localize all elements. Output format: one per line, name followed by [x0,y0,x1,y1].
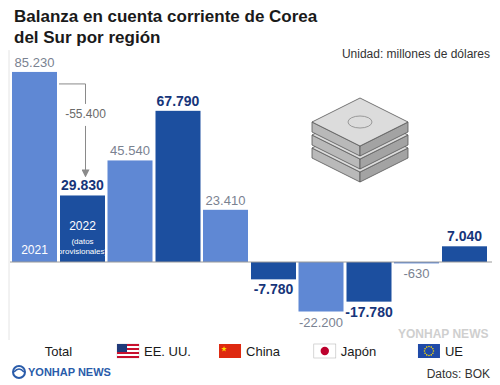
data-label: 45.540 [110,143,150,158]
page: {"chart_data": { "type": "bar", "title":… [0,0,500,385]
value-axis-line [9,50,10,340]
category-label: China [246,344,281,359]
data-label: 67.790 [157,93,200,109]
bar [299,262,344,312]
flag-bg [219,344,241,358]
money-top [312,98,408,146]
data-label: 85.230 [15,55,55,70]
data-label: -7.780 [254,281,294,297]
flag-canton [117,344,127,352]
title: Balanza en cuenta corriente de Corea del … [14,7,318,47]
flag-star [430,346,432,348]
brand: YONHAP NEWS [28,366,111,378]
category-label: UE [445,344,463,359]
bar [156,111,201,262]
category: UE [418,344,463,359]
category-label: EE. UU. [144,344,191,359]
flag-star [426,346,428,348]
zero-baseline [10,262,492,263]
category: China [219,344,281,359]
legend-label: (datos [71,237,93,246]
flag-stripe [117,352,139,354]
flag-star [424,350,426,352]
annotation-arrow [85,126,86,174]
flag-star [428,346,430,348]
bar [442,246,487,262]
annotation-line [59,84,86,104]
category-label: Japón [341,344,376,359]
legend-label: provisionales) [58,247,108,256]
data-label: -17.780 [345,304,393,320]
bar [347,262,392,302]
annotation: -55.400 [65,107,106,121]
bar [108,160,153,262]
flag-star [426,354,428,356]
data-label: 29.830 [61,177,104,193]
title-line: Balanza en cuenta corriente de Corea [14,7,318,26]
money-seal [348,116,372,128]
flag-star [424,352,426,354]
flag-star [430,354,432,356]
flag-star [428,355,430,357]
category-label: Total [45,344,73,359]
legend-label: 2022 [69,219,96,233]
bar [203,210,248,262]
category: Total [45,344,73,359]
flag-star [221,346,227,351]
flag-stripe [117,356,139,358]
chart-svg: Balanza en cuenta corriente de Corea del … [0,0,500,385]
category: Japón [314,344,376,359]
data-label: -22.200 [299,315,343,330]
watermark: YONHAP NEWS [398,327,488,341]
flag-disc [321,347,329,355]
brand-icon [13,366,25,378]
legend-label: 2021 [21,243,48,257]
unit-label: Unidad: millones de dólares [342,47,490,61]
flag-star [432,348,434,350]
flag-star [424,348,426,350]
data-label: 7.040 [447,228,482,244]
data-label: 23.410 [206,193,246,208]
flag-bg [314,344,336,358]
title-line: del Sur por región [14,28,160,47]
category: EE. UU. [117,344,191,359]
bar [251,262,296,279]
bars [12,72,487,312]
money-icon [312,98,408,182]
flag-bg [117,344,139,358]
flag-bg [418,344,440,358]
bar [12,72,57,262]
source: Datos: BOK [427,367,490,381]
data-label: -630 [403,266,429,281]
brand-logo [13,366,25,378]
brand-icon [14,369,24,372]
flag-star [433,350,435,352]
flag-star [432,352,434,354]
